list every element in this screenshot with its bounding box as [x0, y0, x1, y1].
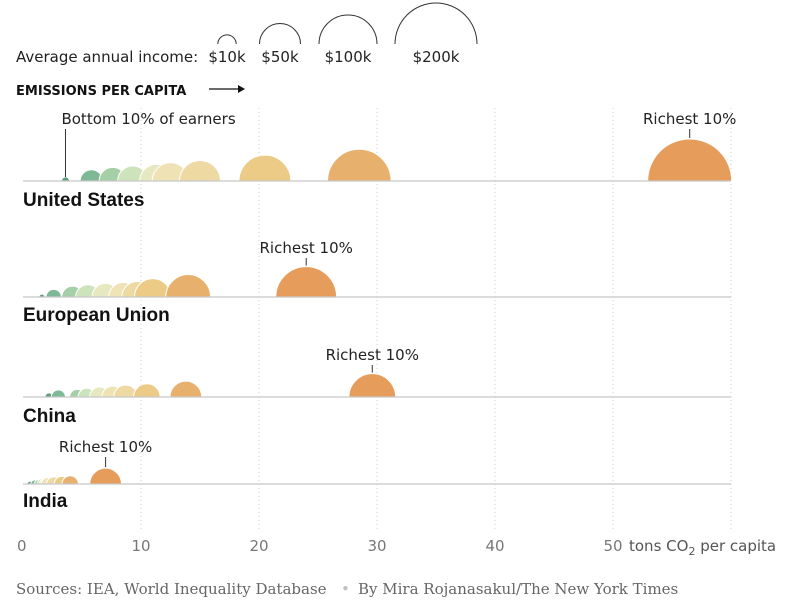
decile-semicircle	[327, 148, 392, 182]
country-label: European Union	[23, 305, 170, 326]
decile-semicircle	[133, 383, 161, 398]
unit-prefix: tons CO	[629, 537, 688, 555]
legend-items: $10k $50k $100k $200k	[208, 2, 478, 66]
country-label: China	[23, 406, 76, 427]
legend-item-label: $10k	[208, 48, 246, 66]
unit-subscript: 2	[688, 545, 695, 558]
decile-semicircle	[647, 138, 733, 182]
decile-semicircle	[61, 475, 79, 485]
x-tick-label: 10	[131, 537, 150, 555]
country-row: European Union Richest 10%	[23, 239, 731, 326]
legend-label: Average annual income:	[16, 48, 198, 66]
legend-semicircle	[394, 2, 478, 45]
x-axis-unit-label: tons CO2 per capita	[629, 537, 776, 558]
footer: Sources: IEA, World Inequality Database …	[16, 580, 678, 598]
legend-semicircle	[259, 23, 301, 45]
footer-separator: •	[341, 580, 350, 598]
annotation-label: Richest 10%	[326, 346, 419, 364]
annotation-label: Richest 10%	[59, 438, 152, 456]
x-tick-label: 20	[249, 537, 268, 555]
decile-semicircle	[45, 288, 62, 298]
legend-item-label: $100k	[325, 48, 372, 66]
annotation-label: Bottom 10% of earners	[61, 110, 235, 128]
emissions-label: EMISSIONS PER CAPITA	[16, 84, 186, 99]
decile-semicircle	[60, 176, 71, 182]
income-legend: Average annual income: $10k $50k $100k $200…	[16, 2, 478, 66]
country-row: China Richest 10%	[23, 346, 731, 427]
decile-semicircle	[165, 274, 212, 298]
x-tick-label: 50	[603, 537, 622, 555]
country-rows: United States Bottom 10% of earners Riches…	[23, 110, 736, 512]
decile-semicircle	[348, 373, 397, 398]
annotation-label: Richest 10%	[643, 110, 736, 128]
arrow-right-icon	[238, 85, 245, 93]
x-axis-ticks: 0 10 20 30 40 50	[17, 537, 623, 555]
x-tick-label: 30	[367, 537, 386, 555]
decile-semicircle	[89, 467, 122, 485]
decile-semicircle	[169, 380, 203, 398]
legend-semicircle	[318, 14, 378, 45]
x-tick-label: 40	[485, 537, 504, 555]
decile-semicircle	[275, 266, 338, 298]
legend-semicircle	[217, 34, 237, 45]
unit-suffix: per capita	[695, 537, 776, 555]
source-note: Sources: IEA, World Inequality Database	[16, 580, 327, 598]
gridlines	[140, 108, 732, 530]
country-row: India Richest 10%	[23, 438, 731, 512]
x-tick-label: 0	[17, 537, 27, 555]
annotation-label: Richest 10%	[260, 239, 353, 257]
decile-semicircle	[178, 160, 222, 182]
decile-semicircle	[50, 389, 67, 398]
title-remnant	[17, 0, 217, 4]
decile-semicircle	[238, 154, 292, 182]
country-row: United States Bottom 10% of earners Riches…	[23, 110, 736, 211]
country-label: United States	[23, 190, 144, 211]
legend-item-label: $50k	[261, 48, 299, 66]
emissions-axis-label: EMISSIONS PER CAPITA	[16, 84, 245, 99]
byline: By Mira Rojanasakul/The New York Times	[358, 580, 678, 598]
legend-item-label: $200k	[413, 48, 460, 66]
country-label: India	[23, 491, 68, 512]
